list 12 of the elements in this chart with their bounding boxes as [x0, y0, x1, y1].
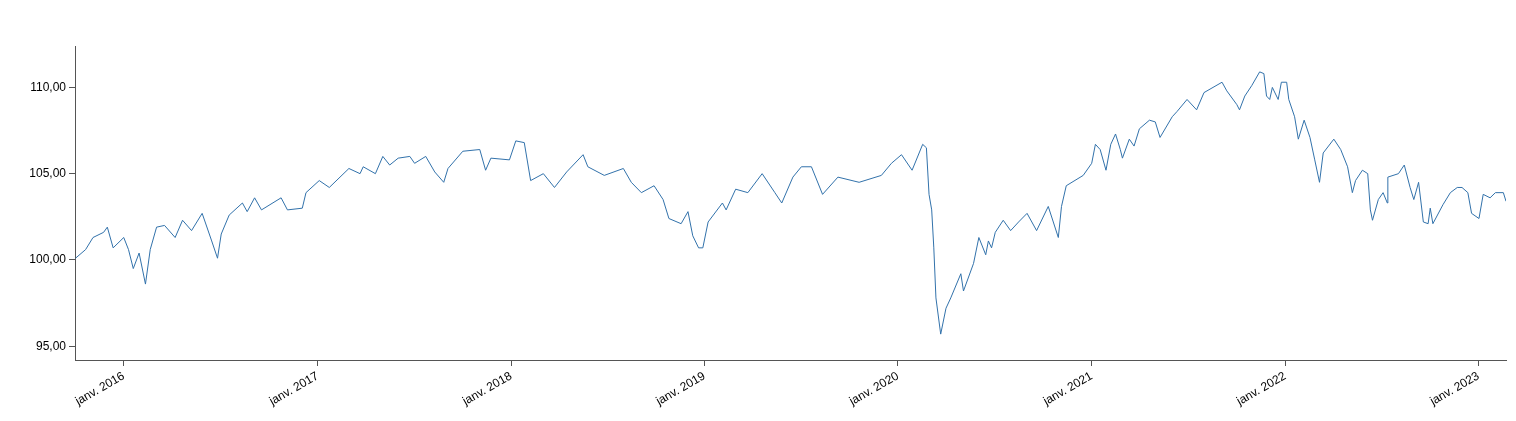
x-tick-label: janv. 2018	[459, 368, 515, 409]
x-tick-label: janv. 2016	[71, 368, 128, 409]
y-tick-label: 105,00	[29, 165, 67, 180]
x-tick-label: janv. 2021	[1039, 368, 1096, 409]
x-tick-label: janv. 2019	[652, 368, 708, 409]
x-tick-label: janv. 2023	[1426, 368, 1482, 409]
x-tick-label: janv. 2022	[1233, 368, 1289, 409]
x-tick-label: janv. 2017	[265, 368, 322, 409]
x-tick-label: janv. 2020	[845, 368, 902, 409]
y-tick-label: 110,00	[30, 79, 67, 94]
y-tick-label: 95,00	[35, 338, 67, 353]
y-tick-label: 100,00	[29, 252, 67, 267]
